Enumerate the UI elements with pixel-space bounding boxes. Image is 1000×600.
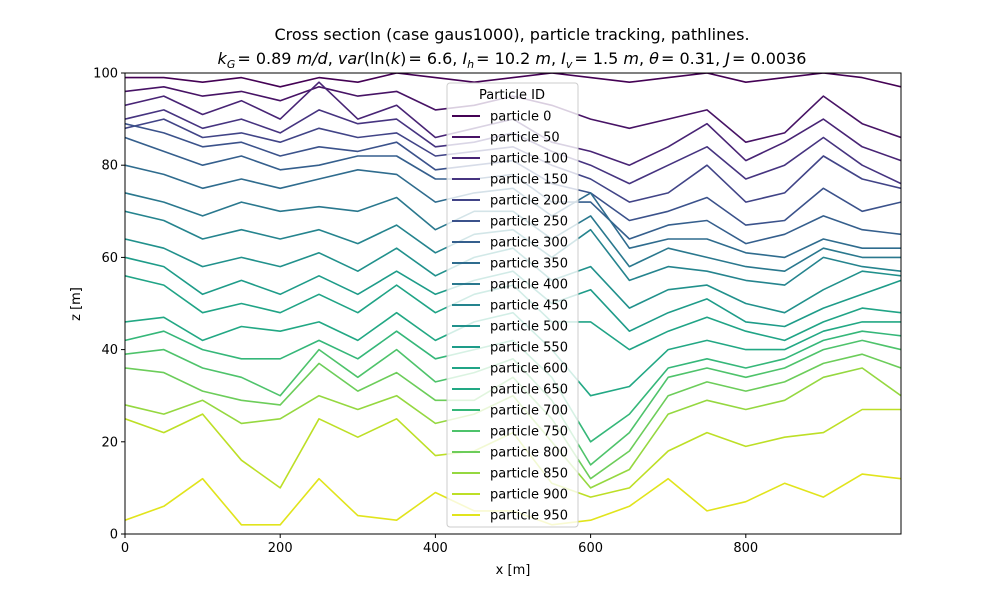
legend-entry-label: particle 200 xyxy=(490,194,568,209)
legend-entry-label: particle 0 xyxy=(490,110,551,125)
y-tick-label: 20 xyxy=(101,435,118,450)
legend-entry-label: particle 700 xyxy=(490,404,568,419)
legend-box xyxy=(446,82,579,528)
x-tick-label: 600 xyxy=(578,541,603,556)
title-iv-value: = 1.5 xyxy=(574,49,618,68)
series-line-particle-0 xyxy=(125,73,901,88)
y-tick-label: 60 xyxy=(101,251,118,266)
legend-entry-label: particle 500 xyxy=(490,320,568,335)
legend-entry-label: particle 550 xyxy=(490,341,568,356)
y-tick-label: 40 xyxy=(101,343,118,358)
legend-entry-label: particle 800 xyxy=(490,446,568,461)
x-tick-label: 400 xyxy=(423,541,448,556)
title-kg-value: = 0.89 xyxy=(237,49,291,68)
y-tick-label: 0 xyxy=(110,528,118,543)
title-theta-value: = 0.31 xyxy=(661,49,715,68)
legend-entry-label: particle 250 xyxy=(490,215,568,230)
legend-entry-label: particle 300 xyxy=(490,236,568,251)
legend-entry-label: particle 50 xyxy=(490,131,560,146)
legend-entry-label: particle 150 xyxy=(490,173,568,188)
legend-entry-label: particle 600 xyxy=(490,362,568,377)
x-tick-label: 200 xyxy=(268,541,293,556)
legend-entry-label: particle 450 xyxy=(490,299,568,314)
title-j-value: = 0.0036 xyxy=(732,49,806,68)
legend-entry-label: particle 900 xyxy=(490,488,568,503)
legend-entry-label: particle 400 xyxy=(490,278,568,293)
x-axis-label: x [m] xyxy=(496,563,531,578)
legend-entry-label: particle 350 xyxy=(490,257,568,272)
title-ih-unit: m xyxy=(535,49,551,68)
y-tick-label: 80 xyxy=(101,159,118,174)
legend-entry-label: particle 750 xyxy=(490,425,568,440)
legend-entry-label: particle 850 xyxy=(490,467,568,482)
x-axis: 0 200 400 600 800 xyxy=(121,534,758,556)
legend-entry-label: particle 650 xyxy=(490,383,568,398)
legend-title: Particle ID xyxy=(479,88,545,103)
title-ih-value: = 10.2 xyxy=(476,49,530,68)
legend-entry-label: particle 100 xyxy=(490,152,568,167)
legend-items: particle 0 particle 50 particle 100 particl… xyxy=(452,110,568,524)
title-iv-unit: m xyxy=(623,49,639,68)
title-kg-unit: m/d xyxy=(297,49,329,68)
y-axis: 0 20 40 60 80 100 xyxy=(93,67,125,543)
legend-entry-label: particle 950 xyxy=(490,509,568,524)
x-tick-label: 0 xyxy=(121,541,129,556)
title-var-value: = 6.6 xyxy=(408,49,452,68)
plot-frame xyxy=(124,72,902,535)
y-tick-label: 100 xyxy=(93,67,118,82)
x-tick-label: 800 xyxy=(733,541,758,556)
chart-title-line-2: kG = 0.89 m/d, var(ln(k) = 6.6, Ih = 10.2 m… xyxy=(218,49,807,71)
y-axis-label: z [m] xyxy=(69,287,84,321)
chart-title-line-1: Cross section (case gaus1000), particle … xyxy=(274,25,749,44)
